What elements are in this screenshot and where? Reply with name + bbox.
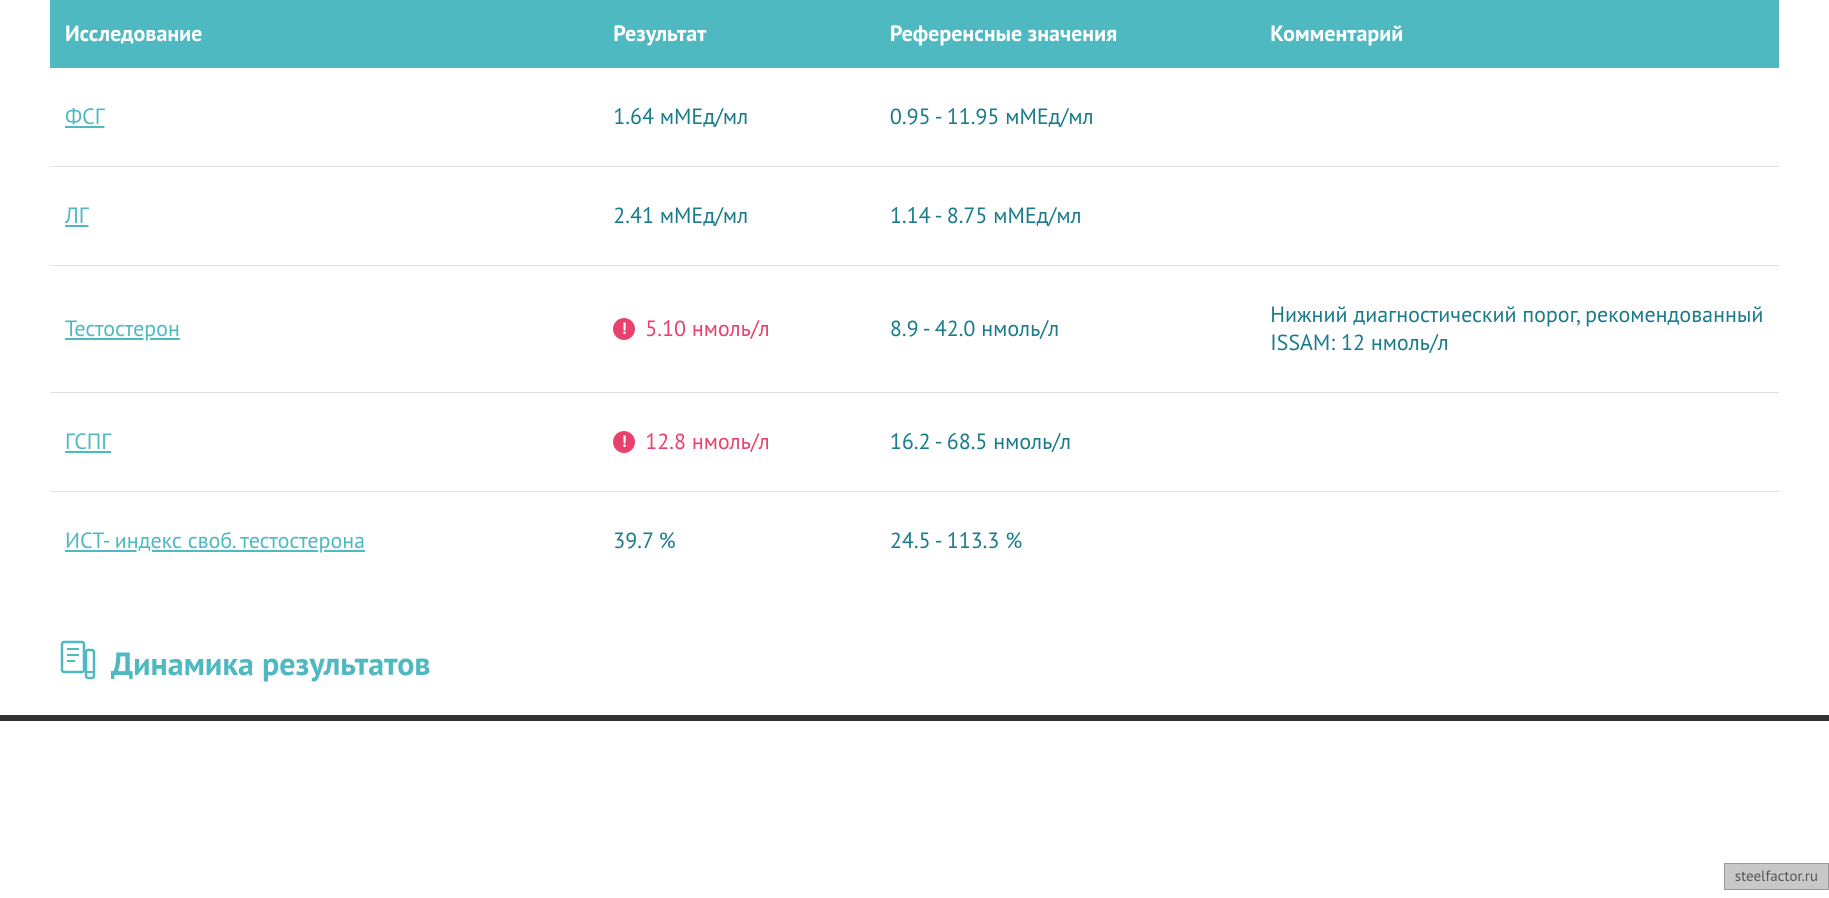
document-icon [60, 640, 96, 685]
test-name-link[interactable]: ГСПГ [65, 428, 111, 456]
table-body: ФСГ 1.64 мМЕд/мл 0.95 - 11.95 мМЕд/мл ЛГ 2.4… [50, 68, 1779, 590]
header-comment: Комментарий [1260, 0, 1779, 68]
result-value: 2.41 мМЕд/мл [613, 202, 748, 230]
test-name-link[interactable]: Тестостерон [65, 315, 180, 343]
dynamics-section-title: Динамика результатов [111, 642, 431, 684]
table-header-row: Исследование Результат Референсные значе… [50, 0, 1779, 68]
header-reference: Референсные значения [880, 0, 1260, 68]
footer-bar [0, 715, 1829, 721]
result-value: 39.7 % [613, 527, 675, 555]
reference-value: 24.5 - 113.3 % [890, 527, 1022, 555]
table-header: Исследование Результат Референсные значе… [50, 0, 1779, 68]
watermark: steelfactor.ru [1724, 863, 1829, 890]
table-row: ГСПГ! 12.8 нмоль/л 16.2 - 68.5 нмоль/л [50, 393, 1779, 492]
table-row: ФСГ 1.64 мМЕд/мл 0.95 - 11.95 мМЕд/мл [50, 68, 1779, 167]
result-value: 12.8 нмоль/л [645, 428, 769, 456]
dynamics-section-header: Динамика результатов [0, 610, 1829, 705]
alert-icon: ! [613, 431, 635, 453]
results-table: Исследование Результат Референсные значе… [50, 0, 1779, 590]
table-row: Тестостерон! 5.10 нмоль/л 8.9 - 42.0 нмоль… [50, 266, 1779, 393]
result-alert: ! 5.10 нмоль/л [613, 315, 870, 343]
alert-icon: ! [613, 318, 635, 340]
reference-value: 0.95 - 11.95 мМЕд/мл [890, 103, 1094, 131]
reference-value: 8.9 - 42.0 нмоль/л [890, 315, 1059, 343]
reference-value: 1.14 - 8.75 мМЕд/мл [890, 202, 1082, 230]
table-row: ИСТ- индекс своб. тестостерона 39.7 % 24.5… [50, 492, 1779, 591]
header-test: Исследование [50, 0, 603, 68]
test-name-link[interactable]: ФСГ [65, 103, 104, 131]
test-name-link[interactable]: ИСТ- индекс своб. тестостерона [65, 527, 365, 555]
table-row: ЛГ 2.41 мМЕд/мл 1.14 - 8.75 мМЕд/мл [50, 167, 1779, 266]
header-result: Результат [603, 0, 880, 68]
comment-text: Нижний диагностический порог, рекомендов… [1270, 301, 1763, 357]
results-table-container: Исследование Результат Референсные значе… [0, 0, 1829, 590]
result-value: 5.10 нмоль/л [645, 315, 769, 343]
result-value: 1.64 мМЕд/мл [613, 103, 748, 131]
result-alert: ! 12.8 нмоль/л [613, 428, 870, 456]
reference-value: 16.2 - 68.5 нмоль/л [890, 428, 1071, 456]
test-name-link[interactable]: ЛГ [65, 202, 88, 230]
